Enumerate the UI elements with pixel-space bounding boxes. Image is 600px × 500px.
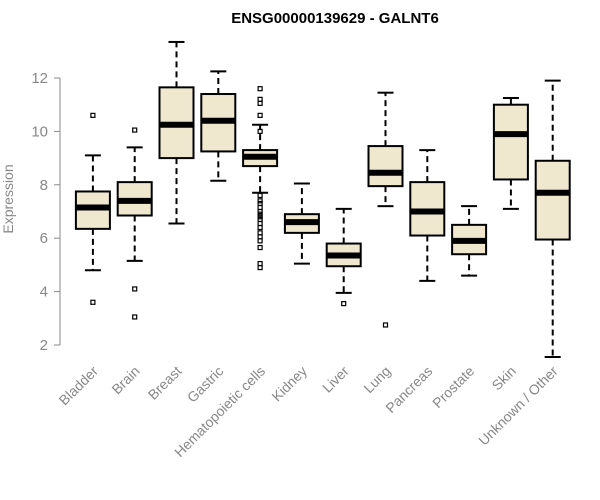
x-tick-label: Unknown / Other: [475, 363, 561, 449]
x-tick-label: Breast: [145, 363, 185, 403]
box-group: [534, 79, 571, 359]
outlier-point: [257, 96, 263, 102]
outlier-point: [257, 204, 263, 211]
box-group: [367, 91, 404, 328]
box-group: [451, 205, 488, 277]
outlier-point: [132, 127, 138, 133]
outlier-point: [132, 314, 138, 320]
y-tick-label: 4: [40, 284, 48, 301]
y-axis-label: Expression: [0, 164, 16, 233]
outlier-point: [257, 86, 263, 92]
outlier-point: [257, 192, 263, 199]
outlier-point: [257, 128, 263, 134]
outlier-point: [257, 260, 263, 267]
box-group: [200, 70, 237, 182]
outlier-point: [382, 322, 389, 328]
box-group: [409, 149, 446, 282]
box-iqr: [367, 145, 404, 188]
outlier-point: [257, 244, 263, 251]
outlier-point: [257, 224, 263, 231]
x-tick-label: Skin: [488, 363, 519, 394]
box-group: [74, 112, 111, 305]
outlier-point: [90, 299, 96, 305]
box-series: [74, 40, 571, 359]
outlier-point: [257, 211, 263, 217]
box-group: [492, 97, 529, 210]
outlier-point: [257, 238, 263, 244]
x-tick-label: Bladder: [56, 363, 102, 409]
box-group: [116, 127, 153, 320]
box-group: [242, 86, 279, 271]
outlier-point: [257, 230, 263, 236]
box-group: [325, 207, 362, 307]
x-tick-label: Lung: [360, 363, 393, 396]
outlier-point: [257, 216, 263, 223]
box-iqr: [492, 103, 529, 181]
outlier-point: [132, 286, 138, 292]
outlier-point: [257, 200, 263, 207]
outlier-point: [257, 100, 263, 106]
outlier-point: [257, 220, 263, 227]
outlier-point: [257, 198, 263, 204]
y-tick-label: 2: [40, 337, 48, 354]
outlier-point: [341, 301, 347, 307]
x-tick-label: Kidney: [268, 363, 310, 405]
chart-title: ENSG00000139629 - GALNT6: [231, 10, 439, 27]
outlier-point: [257, 264, 263, 271]
y-tick-label: 6: [40, 230, 48, 247]
box-iqr: [534, 159, 571, 241]
outlier-point: [90, 112, 96, 118]
x-tick-label: Brain: [108, 363, 142, 397]
y-axis: 2 4 6 8 10 12: [31, 70, 61, 354]
box-group: [158, 40, 195, 225]
outlier-point: [257, 214, 263, 220]
outlier-point: [257, 112, 263, 118]
outlier-point: [257, 234, 263, 240]
outlier-point: [257, 208, 263, 215]
x-tick-label: Prostate: [429, 363, 477, 411]
y-tick-label: 8: [40, 177, 48, 194]
y-tick-label: 10: [31, 123, 48, 140]
y-tick-label: 12: [31, 70, 48, 87]
x-tick-label: Liver: [319, 363, 352, 396]
box-group: [283, 182, 320, 265]
